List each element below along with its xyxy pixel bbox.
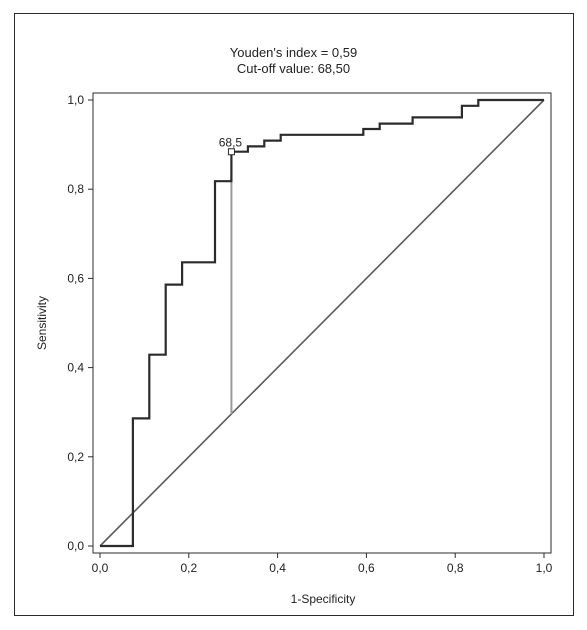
x-tick-label: 0,0 <box>92 561 109 575</box>
y-tick-label: 0,0 <box>67 539 84 553</box>
reference-diagonal <box>99 99 545 547</box>
x-axis-label: 1-Specificity <box>291 592 356 606</box>
cutoff-point-marker <box>227 148 235 156</box>
chart-subtitle: Cut-off value: 68,50 <box>236 61 351 76</box>
x-tick-label: 0,2 <box>180 561 197 575</box>
x-tick-label: 0,8 <box>447 561 464 575</box>
y-tick-label: 0,6 <box>67 271 84 285</box>
chart-title: Youden's index = 0,59 <box>229 45 358 60</box>
x-tick-label: 1,0 <box>536 561 553 575</box>
y-tick-label: 1,0 <box>67 93 84 107</box>
x-tick-label: 0,4 <box>269 561 286 575</box>
chart-frame <box>14 13 574 616</box>
y-tick-label: 0,8 <box>67 182 84 196</box>
plot-area <box>92 92 552 554</box>
y-axis-label: Sensitivity <box>35 296 49 350</box>
y-tick-label: 0,4 <box>67 361 84 375</box>
y-tick-label: 0,2 <box>67 450 84 464</box>
x-tick-label: 0,6 <box>358 561 375 575</box>
cutoff-point-label: 68,5 <box>219 136 243 150</box>
roc-curve <box>100 98 544 548</box>
